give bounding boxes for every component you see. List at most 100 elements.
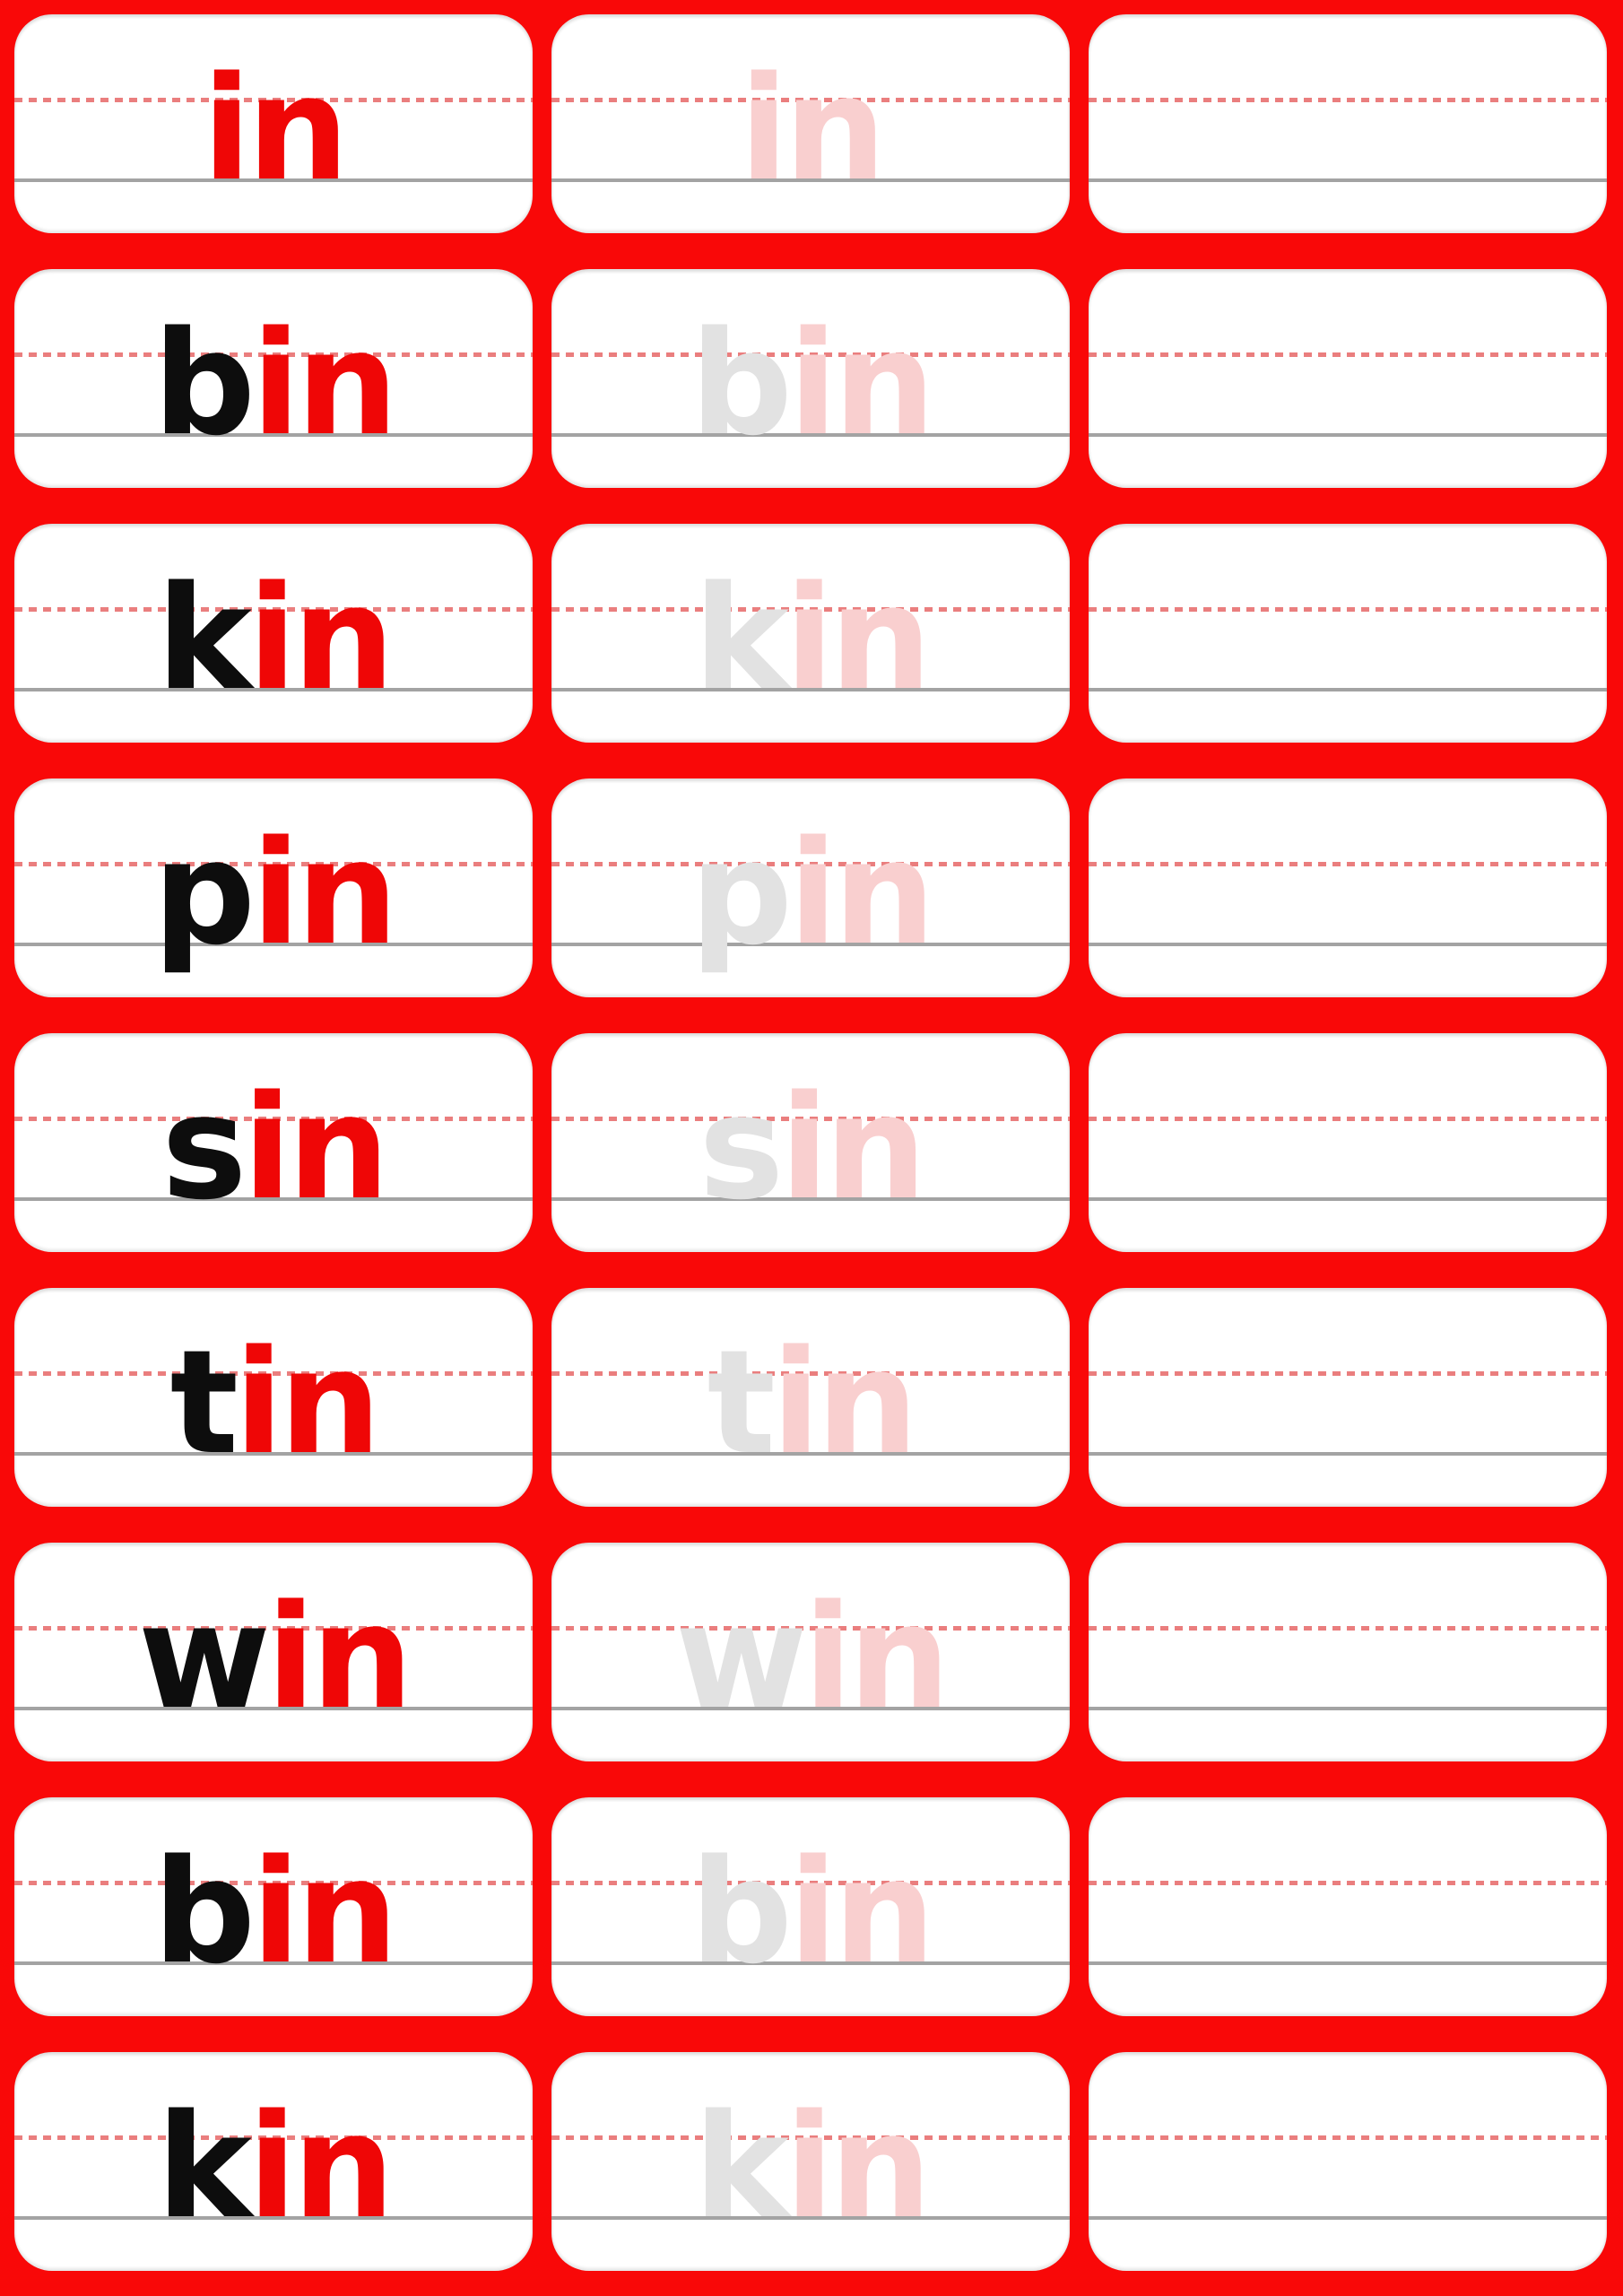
rime-letters-ghost: in [771,1318,918,1486]
writing-card [1089,269,1607,488]
dashed-midline [14,1881,533,1885]
rime-letters: in [202,45,349,213]
onset-letter: p [152,809,256,977]
word-trace: win [551,1586,1070,1729]
baseline-rule [14,1707,533,1710]
onset-letter-ghost: t [707,1318,776,1486]
dashed-midline [1089,1371,1607,1376]
baseline-rule [551,1961,1070,1965]
dashed-midline [551,1117,1070,1121]
dashed-midline [1089,1117,1607,1121]
baseline-rule [14,688,533,691]
trace-card: bin [551,1797,1070,2016]
word-trace: sin [551,1076,1070,1220]
rime-letters-ghost: in [785,2083,932,2250]
baseline-rule [14,178,533,182]
writing-card [1089,524,1607,743]
dashed-midline [1089,607,1607,612]
word-trace: kin [551,567,1070,710]
rime-letters: in [247,2083,395,2250]
word-card: bin [14,1797,533,2016]
dashed-midline [1089,98,1607,102]
baseline-rule [1089,943,1607,946]
onset-letter: k [156,2083,252,2250]
word-solid: in [14,57,533,201]
dashed-midline [14,1626,533,1631]
dashed-midline [14,607,533,612]
dashed-midline [1089,1881,1607,1885]
word-solid: bin [14,312,533,456]
rime-letters: in [251,809,398,977]
baseline-rule [1089,178,1607,182]
baseline-rule [551,178,1070,182]
writing-card [1089,14,1607,233]
trace-card: bin [551,269,1070,488]
word-solid: kin [14,567,533,710]
rime-letters-ghost: in [788,809,935,977]
dashed-midline [1089,1626,1607,1631]
dashed-midline [14,1371,533,1376]
onset-letter-ghost: k [693,2083,789,2250]
baseline-rule [1089,1961,1607,1965]
baseline-rule [14,433,533,437]
dashed-midline [14,1117,533,1121]
baseline-rule [551,1707,1070,1710]
dashed-midline [551,862,1070,866]
baseline-rule [1089,1707,1607,1710]
baseline-rule [551,433,1070,437]
rime-letters: in [242,1064,390,1231]
onset-letter-ghost: s [699,1064,784,1231]
onset-letter: t [169,1318,239,1486]
word-trace: bin [551,312,1070,456]
baseline-rule [14,1961,533,1965]
dashed-midline [551,2135,1070,2140]
word-card: tin [14,1288,533,1507]
baseline-rule [1089,2216,1607,2220]
dashed-midline [551,352,1070,357]
rime-letters: in [247,554,395,722]
baseline-rule [551,2216,1070,2220]
word-trace: pin [551,822,1070,965]
word-card: sin [14,1033,533,1252]
dashed-midline [1089,352,1607,357]
dashed-midline [551,1881,1070,1885]
word-trace: kin [551,2095,1070,2239]
trace-card: kin [551,524,1070,743]
word-trace: tin [551,1331,1070,1474]
word-card: bin [14,269,533,488]
trace-card: kin [551,2052,1070,2271]
onset-letter-ghost: b [690,300,794,467]
dashed-midline [551,1371,1070,1376]
baseline-rule [1089,688,1607,691]
writing-card [1089,2052,1607,2271]
rime-letters: in [251,300,398,467]
onset-letter: k [156,554,252,722]
onset-letter: b [152,1828,256,1996]
onset-letter-ghost: p [690,809,794,977]
writing-card [1089,1033,1607,1252]
baseline-rule [1089,1452,1607,1456]
onset-letter: w [137,1573,271,1741]
baseline-rule [1089,433,1607,437]
trace-card: pin [551,778,1070,997]
writing-card [1089,1288,1607,1507]
dashed-midline [1089,862,1607,866]
rime-letters: in [234,1318,381,1486]
trace-card: in [551,14,1070,233]
dashed-midline [551,607,1070,612]
rime-letters-ghost: in [785,554,932,722]
word-solid: tin [14,1331,533,1474]
onset-letter: s [161,1064,247,1231]
word-card: kin [14,524,533,743]
word-solid: win [14,1586,533,1729]
rime-letters-ghost: in [779,1064,927,1231]
baseline-rule [551,943,1070,946]
rime-letters: in [251,1828,398,1996]
baseline-rule [14,1197,533,1201]
dashed-midline [551,1626,1070,1631]
rime-letters-ghost: in [803,1573,950,1741]
dashed-midline [14,352,533,357]
word-card: win [14,1543,533,1761]
rime-letters-ghost: in [739,45,886,213]
